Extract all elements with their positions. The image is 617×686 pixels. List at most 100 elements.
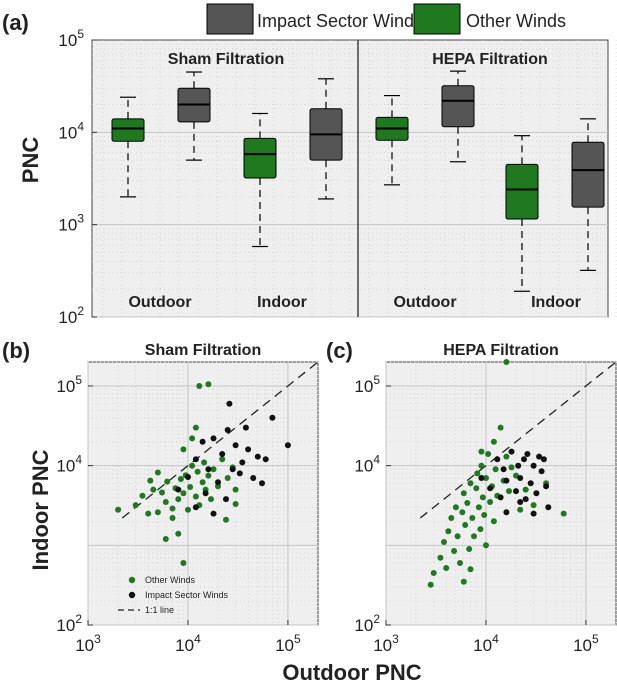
point-impact [259,480,265,487]
point-impact [545,504,552,511]
point-other [189,462,196,469]
point-other [219,456,226,463]
panel-a-boxplot: 102 103 104 105 Sham Filtration HEPA Filtra… [58,27,617,327]
point-other [201,459,208,466]
legend-impact-text: Impact Sector Winds [145,590,229,600]
point-impact [517,499,524,505]
box-6 [441,70,475,163]
point-other [467,566,474,573]
point-other [474,470,481,477]
point-impact [210,435,217,442]
panel-c-reference-line [419,361,617,519]
point-other [443,565,450,571]
panel-b-reference-line [121,361,319,519]
point-other [223,516,229,523]
hepa-title-a: HEPA Filtration [432,51,548,68]
point-impact [478,475,485,481]
point-other [162,536,169,542]
y-tick-label: 105 [56,373,82,396]
box-iqr [441,85,475,128]
point-other [503,453,510,460]
point-other [177,476,184,482]
point-other [205,472,212,479]
point-other [473,485,480,492]
panel-c-scatter: HEPA Filtration 103 104 105 102 104 105 [354,342,617,655]
y-tick-label: 104 [56,453,82,476]
point-other [462,522,469,528]
point-other [466,546,473,552]
point-impact [515,462,522,469]
point-other [471,533,477,540]
point-other [464,500,471,506]
point-impact [503,509,510,516]
y-tick-label: 102 [56,612,82,635]
point-impact [242,424,249,431]
point-other [164,478,171,485]
box-2 [177,71,211,161]
point-impact [205,466,212,473]
point-impact [284,442,291,449]
point-impact [487,485,494,492]
point-other [199,479,206,486]
point-other [445,528,452,535]
point-impact [533,490,540,497]
point-other [196,383,203,389]
point-other [469,515,476,521]
point-impact [185,474,191,480]
y-tick-label: 104 [58,119,84,142]
point-other [460,578,467,585]
legend-other-label: Other Winds [466,11,566,31]
panel-b-label: (b) [2,338,30,363]
point-other [460,490,467,497]
x-tick-label: 105 [573,632,599,655]
point-impact [245,446,252,453]
box-8 [571,118,605,271]
point-impact [524,451,531,457]
point-other [192,424,199,431]
box-iqr [243,137,277,179]
point-impact [219,451,226,457]
sham-indoor-label: Indoor [257,294,307,311]
point-other [506,488,512,495]
point-other [115,506,122,513]
point-other [232,501,239,507]
y-axis-title-a: PNC [18,137,43,184]
box-iqr [111,118,145,142]
hepa-indoor-label: Indoor [531,294,581,311]
point-impact [254,453,261,460]
point-other [487,499,494,505]
point-other [508,464,515,471]
point-other [147,477,154,484]
point-other [452,504,459,511]
point-impact [236,470,243,477]
point-other [232,486,239,493]
point-impact [262,456,269,463]
point-other [457,560,463,566]
point-impact [517,475,524,481]
point-other [479,494,486,501]
y-tick-label: 102 [58,304,84,327]
point-impact [202,490,209,497]
point-impact [210,510,217,517]
point-other [485,451,492,457]
legend-other-text: Other Winds [145,575,196,585]
point-impact [223,496,229,503]
point-other [490,518,497,525]
point-impact [229,466,236,473]
point-other [205,381,212,388]
point-impact [513,488,519,495]
y-tick-label: 103 [58,212,84,235]
point-other [560,510,567,517]
y-tick-label: 102 [354,612,380,635]
point-other [475,504,482,511]
point-other [154,509,161,516]
point-other [192,493,199,500]
point-other [478,462,485,469]
point-other [437,554,444,561]
point-impact [503,477,510,484]
panel-c-label: (c) [326,338,353,363]
point-other [169,505,176,512]
point-impact [494,456,501,463]
point-impact [508,448,515,455]
